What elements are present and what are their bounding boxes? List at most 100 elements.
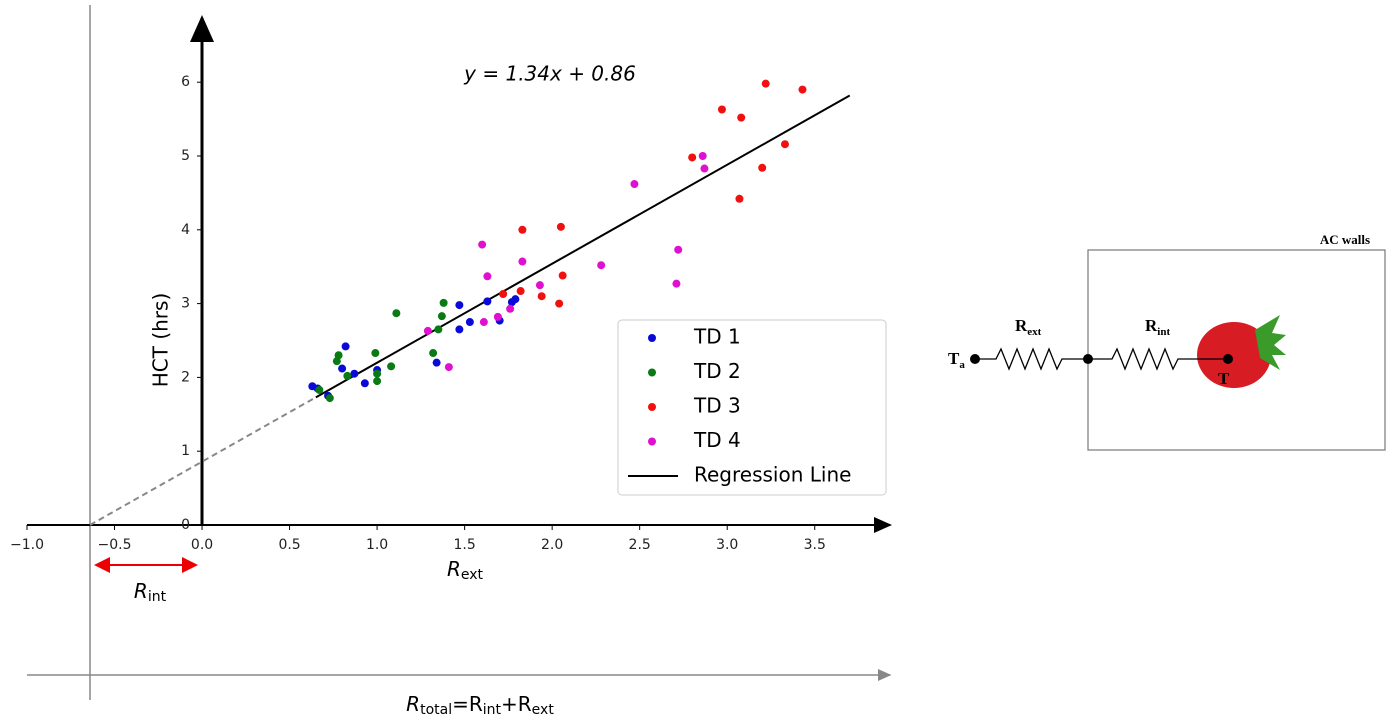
x-tick-label: 1.5 bbox=[453, 537, 475, 553]
box-label: AC walls bbox=[1320, 232, 1370, 247]
legend-swatch bbox=[648, 403, 656, 411]
ambient-label: Ta bbox=[948, 349, 965, 371]
legend-label: Regression Line bbox=[694, 463, 851, 487]
data-point bbox=[465, 318, 474, 327]
rint-label: Rint bbox=[1145, 316, 1170, 338]
x-tick-label: −0.5 bbox=[98, 537, 132, 553]
equation: y = 1.34x + 0.86 bbox=[463, 62, 636, 86]
data-point bbox=[434, 325, 443, 334]
data-point bbox=[371, 349, 380, 358]
data-point bbox=[439, 298, 448, 307]
y-tick-label: 1 bbox=[181, 443, 190, 459]
strawberry bbox=[1197, 322, 1271, 388]
data-point bbox=[341, 342, 350, 351]
data-point bbox=[392, 309, 401, 318]
data-point bbox=[688, 153, 697, 162]
x-tick-label: 1.0 bbox=[366, 537, 388, 553]
data-point bbox=[758, 163, 767, 172]
ac-walls bbox=[1087, 249, 1386, 451]
rext-label: Rext bbox=[1015, 316, 1042, 338]
data-point bbox=[455, 301, 464, 310]
data-point bbox=[315, 385, 324, 394]
x-tick-label: 2.5 bbox=[629, 537, 651, 553]
data-point bbox=[444, 363, 453, 372]
y-tick-label: 6 bbox=[181, 74, 190, 90]
legend-label: TD 1 bbox=[693, 325, 741, 349]
data-point bbox=[387, 362, 396, 371]
data-point bbox=[360, 379, 369, 388]
leaves bbox=[1255, 315, 1286, 370]
legend-swatch bbox=[648, 437, 656, 446]
resistor-ext bbox=[975, 347, 1088, 371]
data-point bbox=[672, 279, 681, 288]
x-tick-label: −1.0 bbox=[10, 537, 44, 553]
data-point bbox=[674, 245, 683, 254]
data-point bbox=[735, 194, 744, 203]
data-point bbox=[630, 180, 639, 189]
y-tick-label: 3 bbox=[181, 296, 190, 312]
data-point bbox=[558, 271, 567, 280]
legend-label: TD 4 bbox=[693, 428, 741, 452]
x-axis-label: Rext bbox=[447, 557, 484, 584]
data-point bbox=[325, 394, 334, 403]
interval-label: Rint bbox=[134, 579, 167, 606]
data-point bbox=[373, 369, 382, 378]
data-point bbox=[555, 299, 564, 308]
data-point bbox=[483, 272, 492, 281]
data-point bbox=[432, 358, 441, 367]
total-label: Rtotal=Rint+Rext bbox=[406, 692, 554, 719]
y-tick-label: 5 bbox=[181, 148, 190, 164]
data-point bbox=[338, 364, 347, 373]
legend-swatch bbox=[648, 334, 656, 342]
thermal-diagram: AC walls Ta Rext Rint T bbox=[948, 232, 1386, 451]
data-point bbox=[483, 297, 492, 306]
data-point bbox=[597, 261, 606, 270]
data-point bbox=[478, 240, 487, 249]
x-tick-label: 0.0 bbox=[191, 537, 213, 553]
data-point bbox=[700, 164, 709, 173]
node bbox=[1223, 354, 1233, 364]
data-point bbox=[437, 312, 446, 321]
data-point bbox=[350, 369, 359, 378]
data-point bbox=[780, 140, 789, 149]
legend-label: TD 2 bbox=[693, 359, 741, 383]
x-tick-label: 3.5 bbox=[804, 537, 826, 553]
data-point bbox=[506, 304, 515, 313]
x-tick-label: 2.0 bbox=[541, 537, 563, 553]
y-tick-label: 0 bbox=[181, 517, 190, 533]
data-point bbox=[798, 85, 807, 94]
data-point bbox=[479, 318, 488, 327]
data-point bbox=[429, 349, 438, 358]
data-point bbox=[493, 312, 502, 321]
regression-line bbox=[315, 94, 851, 399]
x-tick-label: 3.0 bbox=[716, 537, 738, 553]
data-point bbox=[537, 292, 546, 301]
data-point bbox=[516, 287, 525, 296]
core-label: T bbox=[1218, 369, 1230, 388]
legend: TD 1 TD 2 TD 3 TD 4 Regression Line bbox=[628, 325, 851, 487]
data-point bbox=[737, 113, 746, 122]
data-point bbox=[556, 222, 565, 231]
data-point bbox=[334, 351, 343, 360]
data-point bbox=[499, 290, 508, 299]
data-point bbox=[511, 295, 520, 304]
y-axis-label: HCT (hrs) bbox=[149, 293, 173, 388]
data-point bbox=[535, 281, 544, 290]
extrapolation-line bbox=[89, 396, 317, 526]
data-point bbox=[455, 325, 464, 334]
y-tick-label: 4 bbox=[181, 222, 190, 238]
data-point bbox=[518, 257, 527, 266]
data-point bbox=[343, 371, 352, 380]
resistor-int bbox=[1088, 347, 1228, 371]
plot-area: −1.0 −0.5 0.0 0.5 1.0 1.5 2.0 2.5 3.0 3.5 0 1 2 3 4 5 6 bbox=[10, 74, 851, 553]
legend-label: TD 3 bbox=[693, 394, 741, 418]
data-point bbox=[373, 377, 382, 386]
data-point bbox=[698, 152, 707, 161]
legend-swatch bbox=[648, 368, 656, 377]
data-point bbox=[761, 79, 770, 88]
data-point bbox=[717, 105, 726, 114]
data-point bbox=[518, 225, 527, 234]
data-point bbox=[423, 326, 432, 335]
y-tick-label: 2 bbox=[181, 369, 190, 385]
